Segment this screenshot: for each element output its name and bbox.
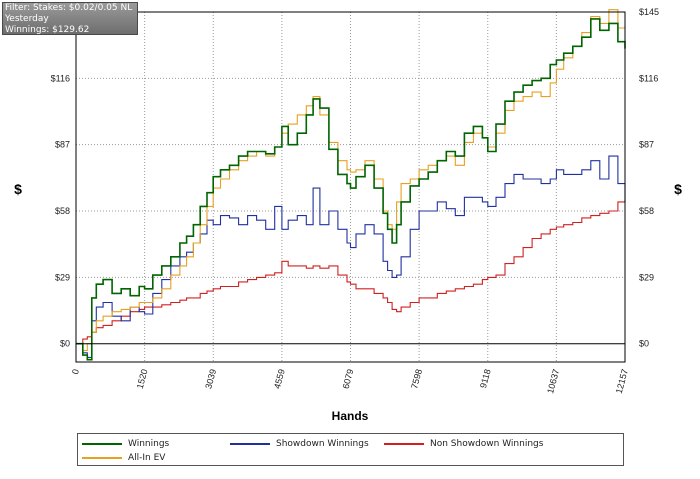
period-text: Yesterday: [5, 14, 49, 24]
legend-label: All-In EV: [128, 453, 166, 463]
legend-swatch: [230, 443, 270, 445]
x-axis-label: Hands: [332, 409, 369, 423]
axes: [75, 11, 626, 363]
plot-frame: [75, 11, 626, 363]
x-tick-label: 9118: [478, 368, 493, 389]
series-line-all-in-ev: [76, 9, 626, 352]
legend-swatch: [82, 443, 122, 445]
legend-label: Non Showdown Winnings: [430, 439, 544, 449]
legend-label: Winnings: [128, 439, 170, 449]
y-tick-label-left: $58: [55, 206, 70, 216]
y-tick-label-right: $29: [639, 272, 654, 282]
x-tick-label: 10637: [545, 368, 561, 395]
x-tick-label: 12157: [614, 368, 630, 395]
x-tick-label: 1520: [135, 368, 150, 390]
y-tick-label-left: $87: [55, 140, 70, 150]
legend-item-showdown-winnings: Showdown Winnings: [230, 438, 400, 450]
y-tick-label-right: $116: [639, 73, 658, 83]
y-axis-label-left: $: [14, 181, 22, 197]
y-tick-label-right: $0: [639, 339, 649, 349]
filter-text: Filter: Stakes: $0.02/0.05 NL: [5, 3, 133, 13]
legend-label: Showdown Winnings: [276, 439, 369, 449]
y-tick-label-right: $87: [639, 140, 654, 150]
series-line-winnings: [76, 18, 626, 361]
legend-swatch: [82, 457, 122, 459]
x-tick-label: 0: [70, 368, 81, 375]
y-tick-label-left: $116: [51, 73, 70, 83]
legend-item-all-in-ev: All-In EV: [82, 452, 232, 464]
legend-swatch: [384, 443, 424, 445]
y-tick-label-right: $145: [639, 7, 659, 17]
series-line-showdown-winnings: [76, 155, 626, 358]
series-lines: [76, 9, 626, 361]
y-tick-label-right: $58: [639, 206, 654, 216]
x-tick-label: 3039: [203, 368, 218, 390]
x-tick-label: 6079: [341, 368, 356, 390]
filter-info-box: Filter: Stakes: $0.02/0.05 NL Yesterday …: [2, 2, 138, 35]
y-tick-label-left: $0: [60, 339, 70, 349]
legend-item-non-showdown-winnings: Non Showdown Winnings: [384, 438, 584, 450]
y-axis-label-right: $: [674, 181, 682, 197]
tick-labels: 0 1520 3039 4559 6079 7598 9118 10637 12157 $0 $0 $…: [50, 7, 659, 395]
y-tick-label-left: $29: [55, 272, 70, 282]
legend-item-winnings: Winnings: [82, 438, 232, 450]
legend: Winnings Showdown Winnings Non Showdown …: [77, 433, 624, 466]
winnings-text: Winnings: $129.62: [5, 25, 90, 35]
series-line-non-showdown-winnings: [76, 199, 626, 345]
x-tick-label: 7598: [409, 368, 424, 390]
x-tick-label: 4559: [272, 368, 287, 390]
